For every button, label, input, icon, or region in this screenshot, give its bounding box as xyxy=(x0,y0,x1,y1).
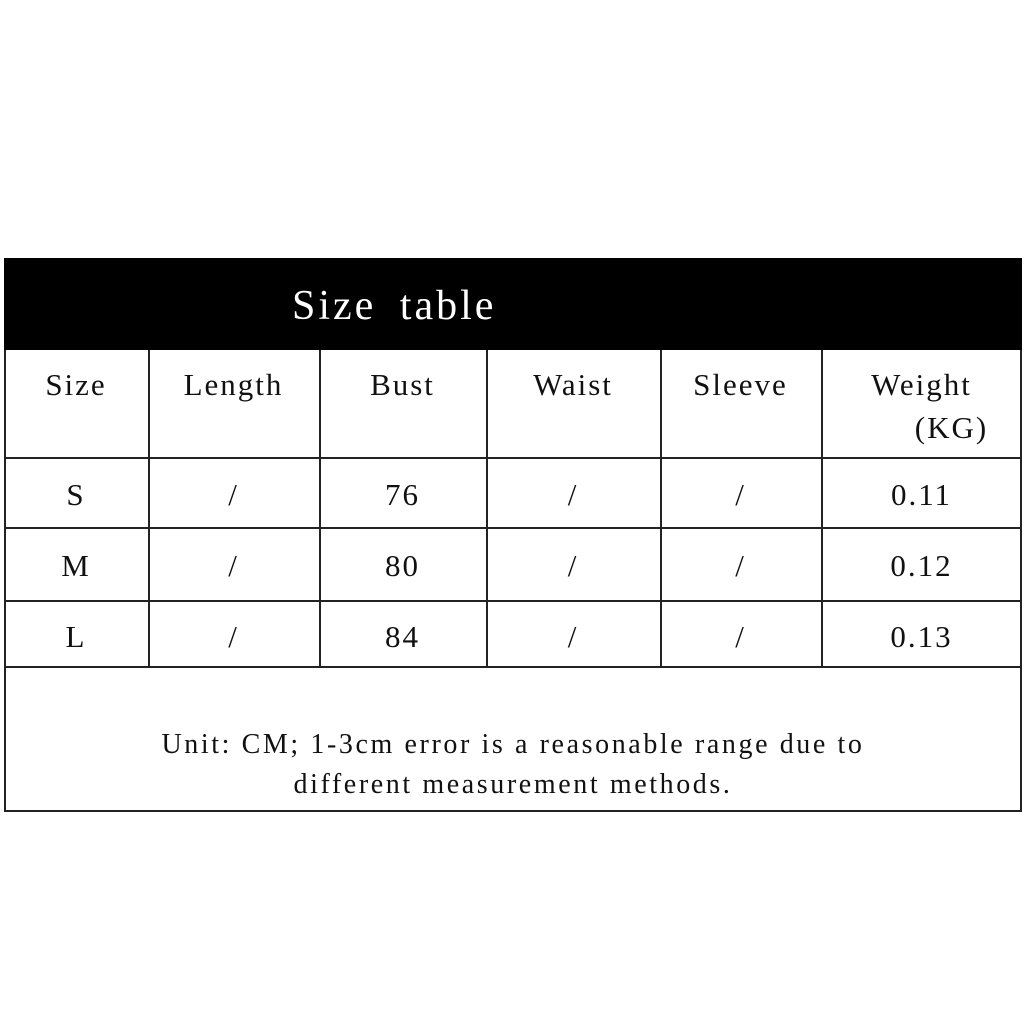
table-cell: / xyxy=(567,477,579,512)
table-cell: 0.11 xyxy=(890,477,953,512)
column-header: Waist xyxy=(533,367,613,402)
table-cell: 76 xyxy=(385,477,420,512)
table-cell: L xyxy=(65,619,87,654)
table-cell: M xyxy=(61,548,91,583)
table-cell: / xyxy=(567,619,579,654)
divider xyxy=(4,666,1022,668)
table-cell: / xyxy=(228,548,239,583)
divider xyxy=(660,350,662,667)
divider xyxy=(4,527,1022,529)
note-line-2: different measurement methods. xyxy=(293,769,733,800)
table-cell: 84 xyxy=(385,619,420,654)
note-line-1: Unit: CM; 1-3cm error is a reasonable ra… xyxy=(161,729,865,760)
table-title: Size table xyxy=(292,283,497,329)
divider xyxy=(4,457,1022,459)
column-header: Sleeve xyxy=(693,367,788,402)
size-table xyxy=(4,350,1022,812)
unit-note: Unit: CM; 1-3cm error is a reasonable ra… xyxy=(4,725,1022,805)
column-header: Bust xyxy=(370,367,435,402)
column-header: Length xyxy=(183,367,284,402)
column-header: Weight xyxy=(871,367,972,402)
table-cell: S xyxy=(66,477,86,512)
table-cell: 0.12 xyxy=(890,548,953,583)
table-cell: 80 xyxy=(385,548,420,583)
table-cell: / xyxy=(567,548,579,583)
table-cell: / xyxy=(735,477,746,512)
table-cell: / xyxy=(735,548,746,583)
table-cell: 0.13 xyxy=(890,619,953,654)
divider xyxy=(319,350,321,667)
table-cell: / xyxy=(228,477,239,512)
table-cell: / xyxy=(735,619,746,654)
divider xyxy=(486,350,488,667)
column-header: Size xyxy=(45,367,107,402)
title-bar xyxy=(4,258,1022,350)
divider xyxy=(821,350,823,667)
weight-unit: (KG) xyxy=(914,410,989,445)
divider xyxy=(4,600,1022,602)
table-cell: / xyxy=(228,619,239,654)
divider xyxy=(148,350,150,667)
